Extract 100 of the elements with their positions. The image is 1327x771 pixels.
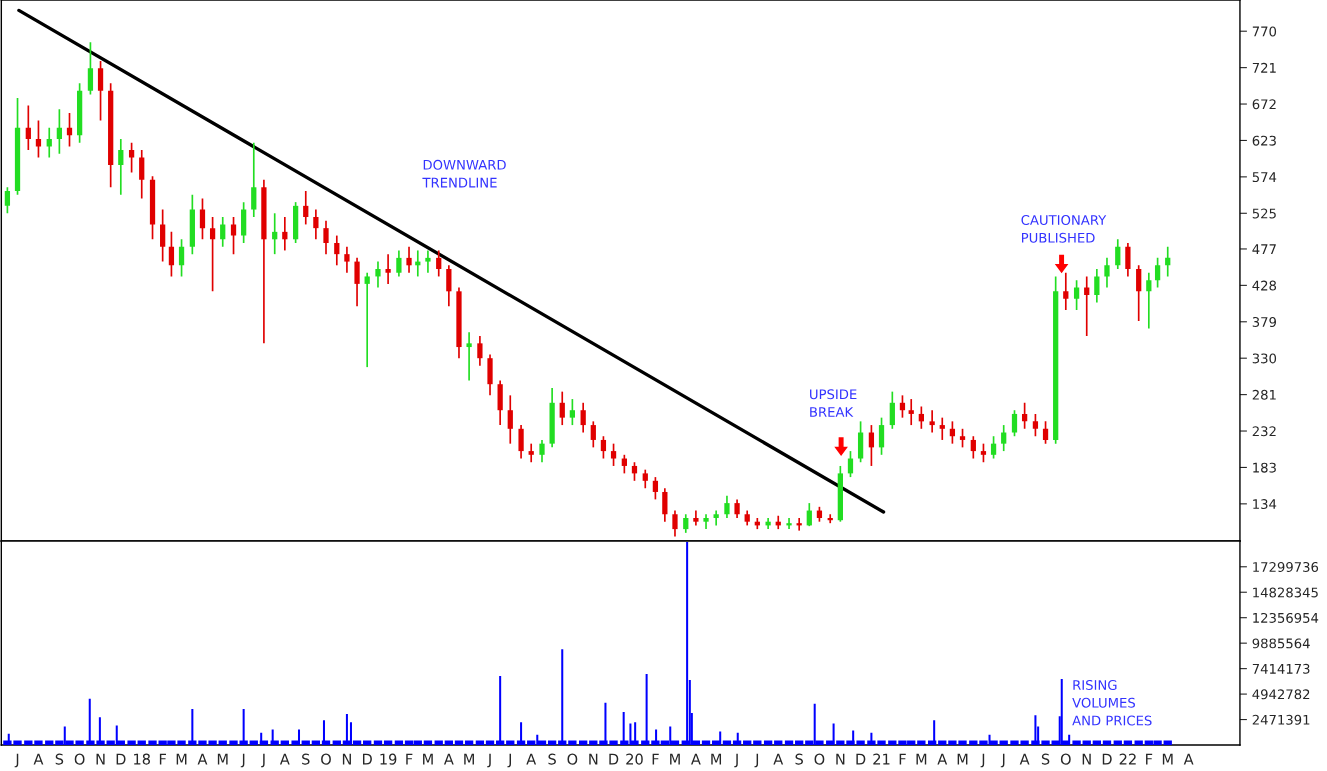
y-tick-label: 14828345 xyxy=(1253,587,1318,598)
candlestick xyxy=(1011,409,1018,438)
candlestick xyxy=(375,260,381,289)
annotation: UPSIDE BREAK xyxy=(810,389,857,417)
candlestick xyxy=(160,208,166,263)
bar xyxy=(1163,740,1172,746)
x-tick-label: A xyxy=(279,753,290,765)
candlestick xyxy=(477,335,483,367)
bar xyxy=(722,740,732,746)
candlestick xyxy=(272,212,278,255)
candlestick xyxy=(786,517,792,530)
candlestick xyxy=(631,461,638,482)
bar xyxy=(332,740,341,746)
candlestick xyxy=(908,398,914,426)
candlestick xyxy=(466,331,472,382)
candlestick xyxy=(959,427,966,449)
candlestick xyxy=(251,141,257,218)
x-tick-label: S xyxy=(548,753,556,765)
bar xyxy=(763,740,773,746)
x-tick-label: A xyxy=(1019,753,1030,765)
candlestick xyxy=(528,442,534,464)
candlestick xyxy=(672,509,678,538)
candlestick xyxy=(139,149,145,200)
candlestick xyxy=(662,487,668,523)
x-tick-label: M xyxy=(1162,753,1173,765)
candlestick xyxy=(559,390,565,426)
y-tick-label: 9885564 xyxy=(1252,638,1310,649)
candlestick xyxy=(323,219,329,255)
x-tick-label: 19 xyxy=(380,753,397,765)
candlestick xyxy=(128,141,135,174)
candlestick xyxy=(949,420,956,445)
candlestick xyxy=(539,439,545,464)
candlestick xyxy=(590,420,596,449)
candlestick xyxy=(1084,275,1090,337)
candlestick xyxy=(621,453,627,475)
bar xyxy=(423,740,433,746)
candlestick xyxy=(1094,268,1100,304)
bar xyxy=(774,740,783,746)
x-tick-label: J xyxy=(1000,753,1005,768)
x-tick-label: N xyxy=(836,753,845,765)
bar xyxy=(1134,740,1143,746)
bar xyxy=(969,740,978,746)
x-tick-label: M xyxy=(711,753,722,765)
y-tick-label: 183 xyxy=(1253,462,1276,473)
bar xyxy=(784,740,794,746)
x-tick-label: 21 xyxy=(873,753,890,765)
candlestick xyxy=(610,442,617,467)
x-tick-label: F xyxy=(899,753,906,765)
y-tick-label: 4942782 xyxy=(1252,689,1310,700)
candlestick xyxy=(569,398,576,426)
candlestick xyxy=(1125,242,1131,278)
candlestick xyxy=(364,271,370,368)
bar xyxy=(45,740,54,746)
candlestick xyxy=(406,245,412,274)
bar xyxy=(394,740,404,746)
x-tick-label: N xyxy=(96,753,105,765)
x-tick-label: D xyxy=(609,753,619,765)
candlestick xyxy=(847,450,854,478)
x-tick-label: N xyxy=(589,753,598,765)
bar xyxy=(249,740,258,746)
candlestick xyxy=(199,197,206,241)
x-tick-label: 22 xyxy=(1119,753,1136,765)
candlestick xyxy=(507,394,513,445)
bar xyxy=(454,740,464,746)
candlestick xyxy=(56,108,63,155)
x-tick-label: S xyxy=(55,753,64,765)
x-tick-label: S xyxy=(1041,753,1050,765)
bar xyxy=(24,740,33,746)
annotation: DOWNWARD TRENDLINE xyxy=(422,159,506,188)
x-tick-label: M xyxy=(464,753,474,765)
bar xyxy=(475,740,485,746)
y-tick-label: 623 xyxy=(1252,135,1276,146)
bar xyxy=(444,740,454,746)
bar xyxy=(938,740,947,746)
bar xyxy=(753,740,762,746)
candlestick xyxy=(385,253,391,285)
bar xyxy=(888,740,897,746)
x-tick-label: J xyxy=(507,753,511,768)
bar xyxy=(373,740,383,746)
x-tick-label: S xyxy=(795,753,803,765)
candlestick xyxy=(1154,257,1161,289)
candlestick xyxy=(1104,257,1110,289)
candlestick xyxy=(724,494,730,519)
x-tick-label: N xyxy=(1082,753,1091,765)
y-tick-label: 721 xyxy=(1252,62,1276,73)
candlestick xyxy=(889,390,895,430)
x-tick-label: A xyxy=(197,753,208,765)
candlestick xyxy=(990,435,997,460)
x-tick-label: M xyxy=(957,753,968,765)
x-tick-label: J xyxy=(487,753,491,768)
bar xyxy=(383,740,393,746)
candlestick xyxy=(1136,264,1142,322)
candlestick xyxy=(1001,424,1007,452)
y-tick-label: 379 xyxy=(1252,317,1277,327)
x-tick-label: J xyxy=(754,753,759,768)
x-tick-label: O xyxy=(321,753,331,765)
candlestick xyxy=(303,190,309,226)
x-tick-label: M xyxy=(217,753,228,765)
candlestick xyxy=(939,416,945,441)
x-tick-label: N xyxy=(342,753,351,765)
